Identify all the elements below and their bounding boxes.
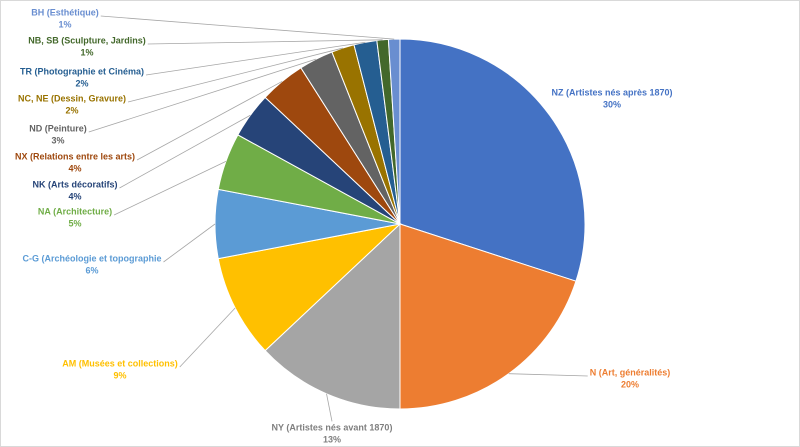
slice-label: N (Art, généralités) [590, 367, 671, 377]
leader-line [136, 81, 283, 161]
slice-label: C-G (Archéologie et topographie [22, 253, 161, 263]
slice-percent: 6% [85, 265, 98, 275]
pie-slice [399, 223, 577, 410]
pie-slice [217, 223, 402, 352]
slice-label: NB, SB (Sculpture, Jardins) [28, 35, 146, 45]
slice-percent: 9% [113, 370, 126, 380]
slice-percent: 1% [58, 19, 71, 29]
slice-label: NK (Arts décoratifs) [32, 179, 117, 189]
slice-label: TR (Photographie et Cinéma) [20, 66, 144, 76]
leader-line [179, 307, 236, 368]
leader-line [508, 373, 588, 377]
leader-line [88, 58, 317, 133]
pie-slice [387, 38, 401, 225]
leader-line [119, 114, 251, 189]
slice-label: AM (Musées et collections) [62, 358, 178, 368]
slice-percent: 4% [68, 163, 81, 173]
slice-label: BH (Esthétique) [31, 7, 99, 17]
slice-percent: 30% [603, 99, 621, 109]
slice-percent: 13% [323, 434, 341, 444]
slice-percent: 20% [621, 379, 639, 389]
leader-line [326, 393, 333, 422]
slice-percent: 5% [68, 218, 81, 228]
slice-percent: 2% [65, 105, 78, 115]
leader-line [145, 41, 366, 76]
pie-slice [264, 222, 401, 410]
leader-line [163, 223, 216, 263]
leader-line [113, 160, 227, 216]
slices [214, 38, 586, 410]
leader-line [100, 15, 395, 40]
slice-percent: 4% [68, 191, 81, 201]
leader-line [147, 39, 383, 45]
slice-label: NZ (Artistes nés après 1870) [551, 87, 672, 97]
pie-slice [399, 38, 586, 282]
slice-label: ND (Peinture) [29, 123, 87, 133]
slice-percent: 3% [51, 135, 64, 145]
slice-percent: 1% [80, 47, 93, 57]
slice-label: NC, NE (Dessin, Gravure) [18, 93, 126, 103]
leader-line [127, 47, 343, 103]
slice-label: NX (Relations entre les arts) [15, 151, 135, 161]
slice-percent: 2% [75, 78, 88, 88]
leader-lines [88, 15, 588, 422]
slice-label: NY (Artistes nés avant 1870) [272, 422, 393, 432]
slice-label: NA (Architecture) [38, 206, 112, 216]
